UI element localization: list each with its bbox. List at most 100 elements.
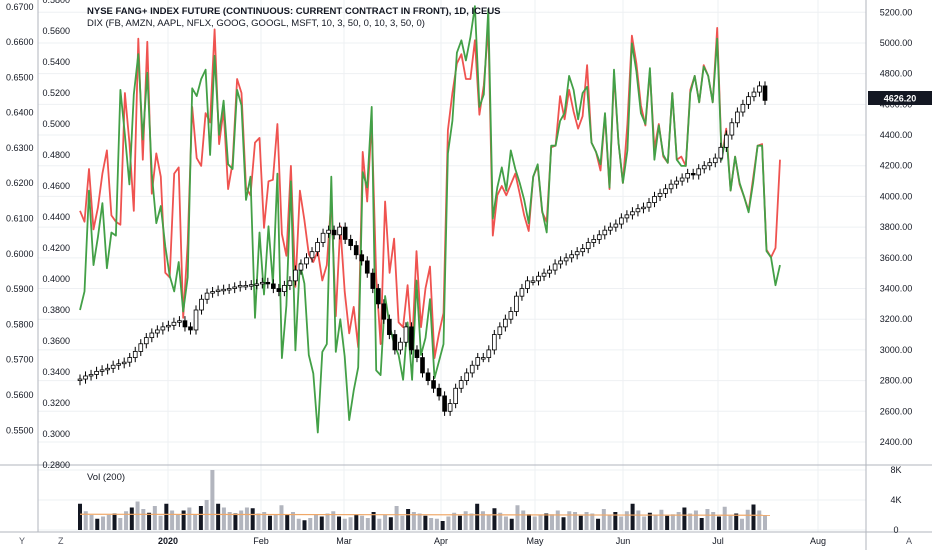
toolbar-zoom-button[interactable]: Z [58,536,64,546]
indicator-legend: DIX (FB, AMZN, AAPL, NFLX, GOOG, GOOGL, … [87,18,425,29]
price-badge: 4626.20 [868,91,932,105]
candle-body [121,361,127,365]
candle-body [690,173,696,176]
volume-bar [239,510,244,530]
volume-bar [279,505,284,530]
volume-bar [411,512,416,530]
volume-bar [365,518,370,530]
volume-bar [452,512,457,530]
volume-bar [636,510,641,530]
volume-bar [273,514,278,530]
toolbar-auto-button[interactable]: A [906,536,912,546]
candle-body [254,283,260,286]
candle-body [536,275,541,282]
left-axis[interactable]: 0.5800 0.5600 0.5400 0.5200 0.5000 0.4800 0.46… [6,0,70,470]
candle-body [503,318,508,328]
volume-bar [699,518,704,530]
right-tick-label: 3800.00 [880,222,913,232]
candle-body [337,226,342,236]
candle-body [309,251,315,259]
volume-bar [152,506,157,530]
volume-bar [578,515,583,530]
volume-bar [446,516,451,530]
candle-body [508,311,514,320]
time-axis[interactable]: 2020 Feb Mar Apr May Jun Jul Aug [158,536,826,546]
candle-body [88,374,94,377]
time-tick-label: 2020 [158,536,178,546]
volume-bar [360,515,365,530]
volume-bar [141,509,146,530]
candle-body [646,202,652,208]
candle-body [740,103,746,113]
volume-bar [187,507,192,530]
candle-body [613,223,619,228]
candle-body [580,248,586,253]
candle-body [370,272,376,289]
volume-bar [198,506,203,530]
candle-body [425,372,431,381]
candle-body [392,334,398,351]
volume-bar [417,513,422,530]
volume-bar [503,516,508,530]
candle-body [701,165,707,170]
volume-bar [296,518,301,530]
volume-bar [78,503,82,530]
volume-bar [388,517,393,530]
candle-body [447,403,453,412]
volume-bar [607,515,612,530]
candle-body [409,326,414,351]
volume-bar [83,511,88,530]
volume-bar [601,509,606,530]
volume-bar [659,509,664,530]
volume-bar [319,516,324,530]
volume-bar [630,503,635,530]
volume-bar [193,514,198,530]
volume-bar [475,503,480,530]
candle-body [469,364,475,374]
candle-body [226,288,232,291]
volume-tick-label: 4K [890,495,901,505]
volume-bar [555,510,560,530]
volume-tick-label: 0 [893,525,898,535]
candle-body [630,211,635,216]
candle-body [127,357,133,363]
volume-bar [624,511,629,530]
right-tick-label: 2400.00 [880,437,913,447]
candle-body [403,326,409,343]
volume-bar [285,515,290,530]
candle-body [293,269,298,282]
volume-bar [342,518,347,530]
volume-bar [227,512,232,530]
candle-body [99,369,105,372]
left-tick-label: 0.3200 [42,398,70,408]
left-outer-tick-label: 0.5900 [6,284,34,294]
candle-body [77,378,83,381]
right-axis[interactable]: 5200.005000.004800.004600.004400.004200.… [880,7,913,447]
volume-bar [647,512,652,530]
candle-body [138,343,144,352]
toolbar-y-button[interactable]: Y [19,536,25,546]
candle-body [458,380,464,389]
candle-body [558,260,563,265]
left-outer-tick-label: 0.5500 [6,425,34,435]
candle-body [729,122,735,136]
candle-body [602,229,608,236]
volume-bar [676,512,681,530]
volume-bar [267,515,272,530]
left-tick-label: 0.5600 [42,26,70,36]
volume-bar [244,507,249,530]
candle-body [762,85,768,101]
candle-body [525,280,530,289]
volume-bar [112,513,117,530]
volume-tick-label: 8K [890,465,901,475]
candle-body [541,272,547,277]
right-tick-label: 3200.00 [880,314,913,324]
volume-bar [509,518,514,530]
volume-ma-line [79,513,771,516]
volume-bar [670,514,675,530]
volume-bar [550,514,555,530]
volume-bar [469,513,474,530]
candle-body [746,96,751,105]
left-outer-tick-label: 0.5600 [6,390,34,400]
